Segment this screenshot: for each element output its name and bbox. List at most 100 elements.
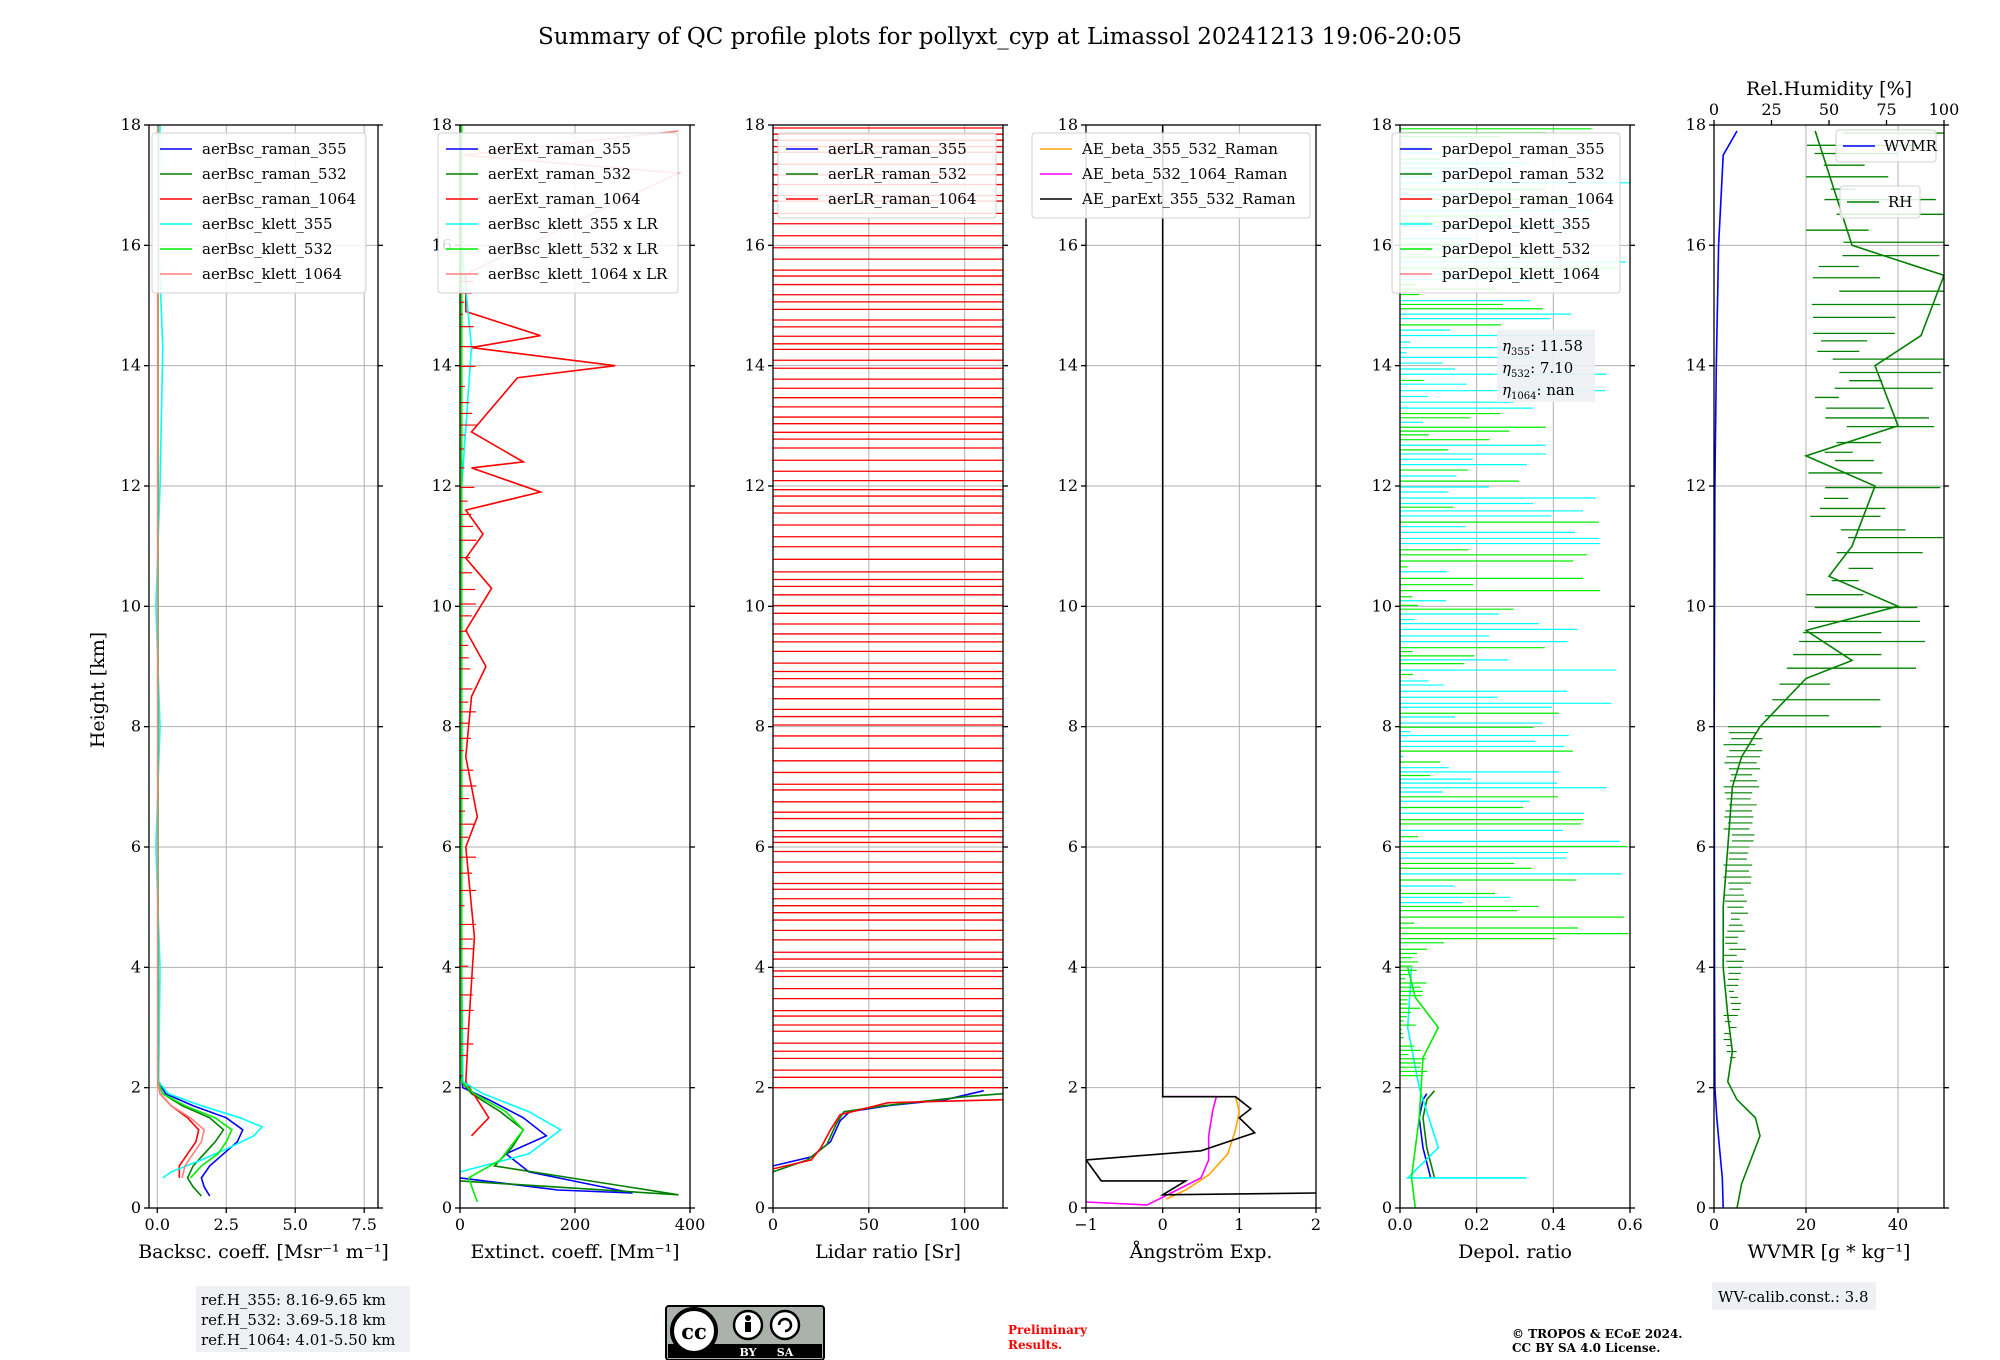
top-x-tick-label: 25 (1761, 100, 1781, 119)
legend-label: aerBsc_klett_355 x LR (488, 215, 659, 233)
x-axis-label: Backsc. coeff. [Msr⁻¹ m⁻¹] (138, 1241, 389, 1263)
y-tick-label: 4 (1382, 957, 1392, 976)
x-tick-label: 0.2 (1464, 1215, 1489, 1234)
y-tick-label: 2 (1068, 1078, 1078, 1097)
y-tick-label: 12 (1686, 476, 1706, 495)
y-tick-label: 18 (432, 115, 452, 134)
noise-traces (460, 280, 478, 1077)
y-tick-label: 6 (1696, 837, 1706, 856)
cc-license-badge: cc BY SA (665, 1305, 825, 1360)
svg-text:WV-calib.const.: 3.8: WV-calib.const.: 3.8 (1718, 1288, 1869, 1306)
x-tick-label: 2 (1311, 1215, 1321, 1234)
y-tick-label: 8 (131, 717, 141, 736)
y-tick-label: 12 (432, 476, 452, 495)
series-line-parDepol_klett_532 (1406, 967, 1440, 1208)
y-tick-label: 4 (1696, 957, 1706, 976)
series-line-aerBsc_klett_532 x LR (460, 125, 525, 1203)
y-tick-label: 12 (1058, 476, 1078, 495)
x-tick-label: 0 (455, 1215, 465, 1234)
legend-label: aerExt_raman_532 (488, 165, 631, 183)
panel-lidar_ratio: 0 2 4 6 8 10 12 14 16 18 0 50 100 Lidar ratio [Sr] aer… (745, 115, 1008, 1263)
y-tick-label: 16 (1372, 235, 1392, 254)
x-tick-label: 100 (949, 1215, 980, 1234)
x-tick-label: 0 (1709, 1215, 1719, 1234)
x-tick-label: 0.4 (1541, 1215, 1566, 1234)
legend: aerLR_raman_355 aerLR_raman_532 aerLR_rama… (777, 132, 997, 219)
y-tick-label: 10 (745, 596, 765, 615)
preliminary-note-line1: Preliminary (1008, 1323, 1088, 1337)
legend: AE_beta_355_532_Raman AE_beta_532_1064_Ra… (1031, 132, 1311, 219)
grid-lines (1085, 124, 1317, 1209)
y-tick-label: 0 (442, 1198, 452, 1217)
ref-height-1064: ref.H_1064: 4.01-5.50 km (201, 1331, 395, 1349)
y-tick-label: 6 (442, 837, 452, 856)
x-axis-label: Lidar ratio [Sr] (815, 1241, 961, 1263)
x-tick-label: 200 (560, 1215, 591, 1234)
legend-label: aerBsc_raman_1064 (202, 190, 356, 208)
legend-label: parDepol_klett_1064 (1442, 265, 1600, 283)
x-tick-label: 50 (859, 1215, 879, 1234)
noise-traces (1400, 128, 1630, 1077)
y-tick-label: 16 (121, 235, 141, 254)
y-tick-label: 0 (131, 1198, 141, 1217)
y-tick-label: 16 (1686, 235, 1706, 254)
y-tick-label: 10 (1058, 596, 1078, 615)
legend-label: parDepol_raman_532 (1442, 165, 1605, 183)
legend-label: WVMR (1884, 137, 1938, 155)
axes-frame (772, 124, 1004, 1209)
ref-height-355: ref.H_355: 8.16-9.65 km (201, 1291, 386, 1309)
y-tick-label: 6 (131, 837, 141, 856)
series-line-aerLR_raman_1064 (773, 1098, 1003, 1170)
y-tick-label: 8 (1696, 717, 1706, 736)
legend-label: aerLR_raman_532 (828, 165, 967, 183)
y-tick-label: 0 (1382, 1198, 1392, 1217)
y-tick-label: 2 (1382, 1078, 1392, 1097)
x-tick-label: 0.0 (145, 1215, 170, 1234)
x-axis-label: WVMR [g * kg⁻¹] (1748, 1241, 1911, 1263)
y-tick-label: 6 (1382, 837, 1392, 856)
y-tick-label: 14 (1686, 356, 1706, 375)
legend-label: aerLR_raman_1064 (828, 190, 976, 208)
axes-frame (1399, 124, 1631, 1209)
series-line-aerExt_raman_355 (460, 1075, 633, 1194)
x-tick-label: 1 (1234, 1215, 1244, 1234)
grid-lines (1713, 124, 1944, 1209)
panel-depolarization: 0 2 4 6 8 10 12 14 16 18 0.0 0.2 0.4 0.6 Depol. ratio p… (1372, 115, 1643, 1263)
axes-frame (1085, 124, 1317, 1209)
y-tick-label: 16 (1058, 235, 1078, 254)
x-tick-label: 0.0 (1387, 1215, 1412, 1234)
y-tick-label: 10 (121, 596, 141, 615)
legend-label: aerBsc_raman_532 (202, 165, 347, 183)
series-line-aerExt_raman_532 (460, 1081, 679, 1196)
series-line-WVMR (1714, 130, 1738, 1208)
y-tick-label: 18 (121, 115, 141, 134)
legend-label: AE_beta_532_1064_Raman (1081, 165, 1288, 183)
x-tick-label: 400 (675, 1215, 706, 1234)
cc-sa-label: SA (777, 1346, 794, 1359)
copyright-line1: © TROPOS & ECoE 2024. (1512, 1327, 1682, 1341)
y-tick-label: 4 (131, 957, 141, 976)
series-line-parDepol_raman_532 (1422, 1090, 1436, 1179)
y-tick-label: 4 (1068, 957, 1078, 976)
cc-by-label: BY (740, 1346, 757, 1359)
x-tick-label: 0 (1158, 1215, 1168, 1234)
legend-label: RH (1888, 193, 1912, 211)
ref-height-532: ref.H_532: 3.69-5.18 km (201, 1311, 386, 1329)
series-line-parDepol_klett_355 (1405, 967, 1527, 1179)
series-line-AE_parExt_355_532_Raman (1086, 125, 1316, 1196)
series-group (1714, 130, 1944, 1208)
y-tick-label: 2 (1696, 1078, 1706, 1097)
y-tick-label: 16 (745, 235, 765, 254)
legend-label: aerLR_raman_355 (828, 140, 967, 158)
panel-backscatter: 0 2 4 6 8 10 12 14 16 18 0.0 2.5 5.0 7.5 Backsc. coeff… (121, 115, 389, 1263)
axes-frame (148, 124, 379, 1209)
y-tick-label: 8 (1068, 717, 1078, 736)
x-axis-label: Ångström Exp. (1129, 1241, 1273, 1263)
annotation-line: η1064: nan (1502, 381, 1575, 402)
y-tick-label: 4 (442, 957, 452, 976)
top-x-tick-label: 0 (1709, 100, 1719, 119)
x-tick-label: 0.6 (1617, 1215, 1642, 1234)
